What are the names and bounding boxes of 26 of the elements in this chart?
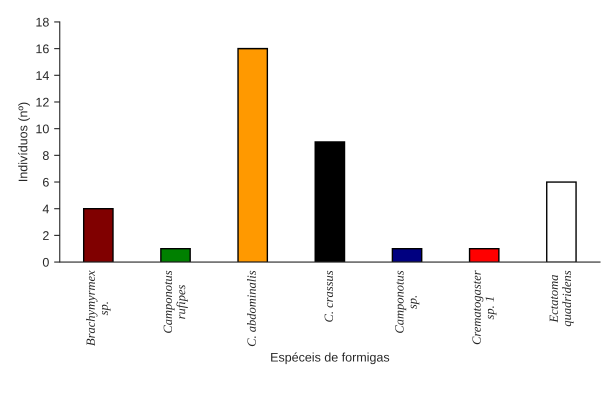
x-tick-label: C. abdominalis [247,270,256,346]
y-tick-label: 4 [42,204,49,214]
x-tick-label: Camponotus sp. [395,270,420,333]
bar [392,248,422,262]
x-tick-label: Brachymyrmex sp. [86,270,111,346]
bar [314,141,346,262]
y-tick-label: 8 [42,151,49,160]
x-tick-label: Crematogaster sp. 1 [472,270,496,344]
bar [468,248,500,262]
x-tick-label: C. crassus [324,270,334,322]
y-tick-label: 0 [42,258,49,267]
y-tick-label: 18 [36,18,49,27]
x-axis-title: Espéceis de formigas [271,352,390,364]
y-tick-label: 14 [36,71,49,80]
x-tick-label: Ectatoma quadridens [550,270,574,326]
y-tick-label: 12 [36,98,49,107]
x-tick-label: Camponotus rufipes [164,270,188,333]
y-tick-label: 10 [36,124,49,134]
y-tick-label: 6 [43,178,49,187]
y-tick-label: 16 [36,44,49,54]
bar [160,248,191,262]
y-tick-label: 2 [43,231,49,240]
y-axis-title: Indivíduos (nº) [18,102,30,181]
bar [237,48,268,262]
bar [546,181,577,262]
bar [82,208,114,262]
